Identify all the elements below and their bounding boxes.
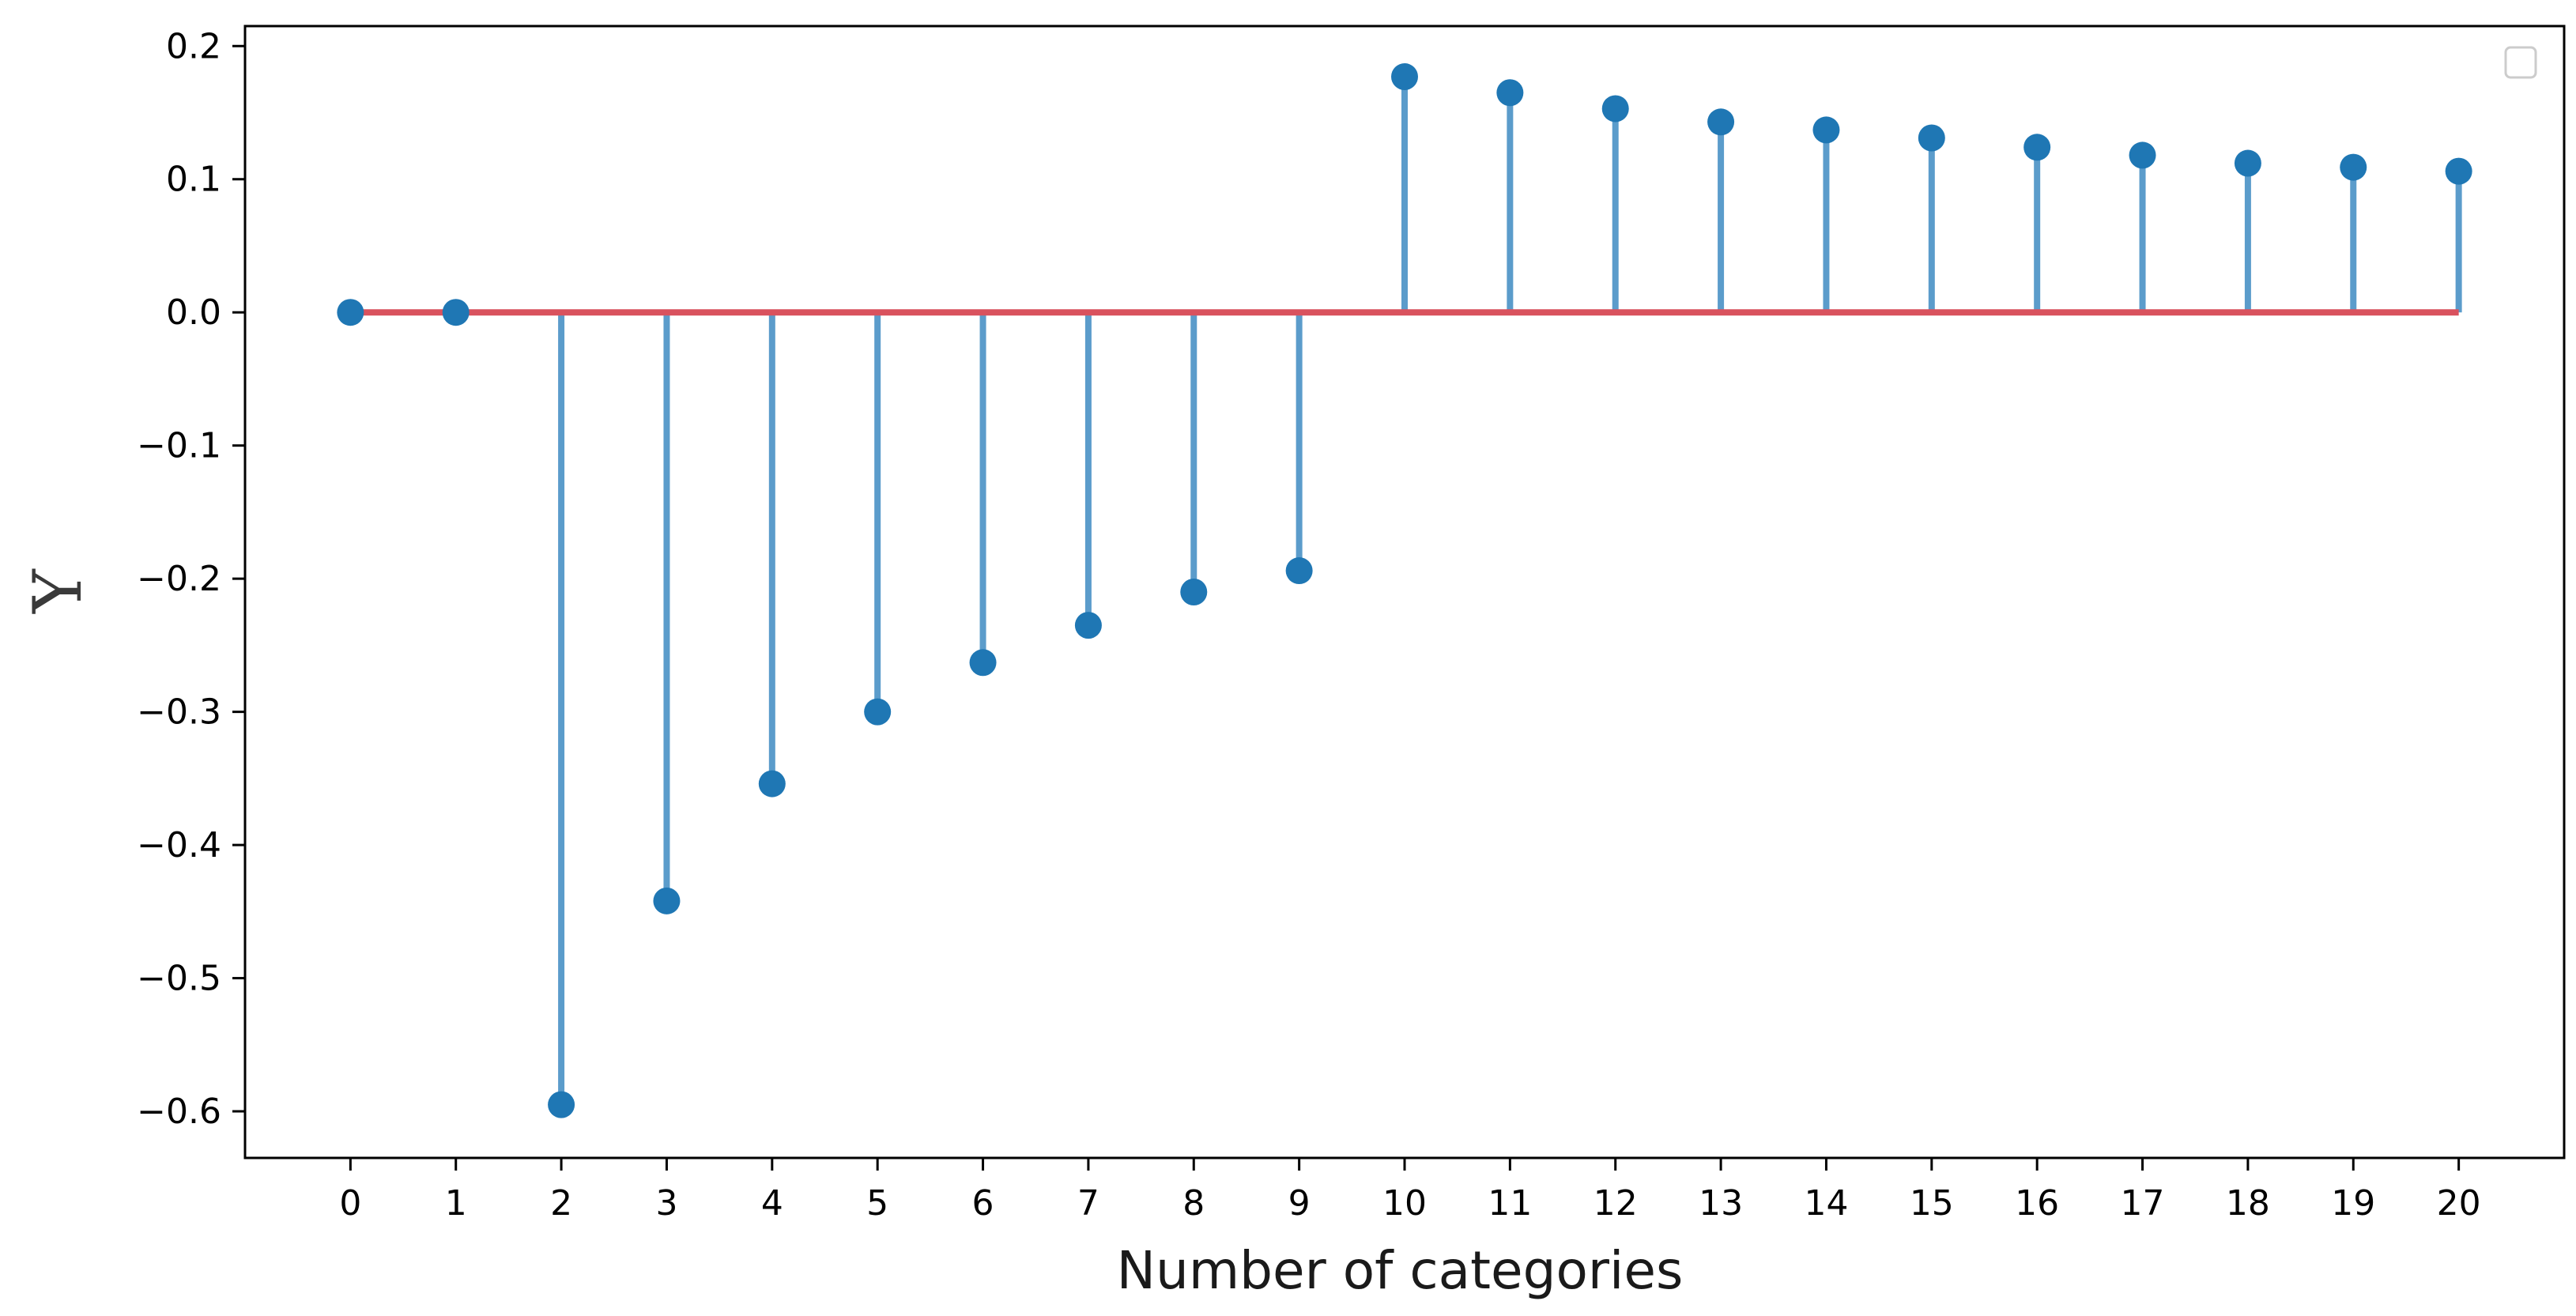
x-tick-label: 19 xyxy=(2331,1183,2375,1224)
stem-marker xyxy=(758,770,786,798)
stem-marker xyxy=(2340,153,2367,181)
x-tick-label: 9 xyxy=(1288,1183,1311,1224)
stem-markers xyxy=(337,63,2472,1118)
stem-marker xyxy=(2023,134,2051,161)
x-tick-label: 5 xyxy=(866,1183,888,1224)
stem-marker xyxy=(337,299,364,326)
y-tick-label: 0.1 xyxy=(166,160,221,200)
x-tick-label: 2 xyxy=(550,1183,572,1224)
y-tick-label: −0.4 xyxy=(137,825,221,865)
stem-marker xyxy=(1707,108,1735,136)
stem-marker xyxy=(1074,612,1102,639)
y-axis-label-box: Υ xyxy=(13,537,115,644)
y-ticks: 0.2 0.1 0.0 −0.1 −0.2 −0.3 −0.4 −0.5 −0.6 xyxy=(137,26,245,1132)
x-tick-label: 3 xyxy=(655,1183,677,1224)
stem-marker xyxy=(653,887,681,914)
x-tick-label: 18 xyxy=(2226,1183,2270,1224)
x-tick-label: 15 xyxy=(1910,1183,1954,1224)
legend-box xyxy=(2504,46,2537,79)
y-tick-label: −0.5 xyxy=(137,959,221,999)
stem-marker xyxy=(1601,95,1629,123)
stem-marker xyxy=(864,698,892,726)
x-tick-label: 7 xyxy=(1077,1183,1099,1224)
stem-marker xyxy=(2129,141,2156,169)
stem-marker xyxy=(1285,557,1313,585)
y-tick-label: −0.6 xyxy=(137,1092,221,1132)
stem-marker xyxy=(1918,124,1945,152)
y-tick-label: −0.2 xyxy=(137,559,221,599)
x-tick-label: 16 xyxy=(2015,1183,2059,1224)
y-tick-label: 0.2 xyxy=(166,26,221,66)
stem-marker xyxy=(1812,116,1840,144)
x-tick-label: 12 xyxy=(1593,1183,1638,1224)
x-ticks: 0 1 2 3 4 5 6 7 8 9 10 11 12 13 14 15 16 17 18 19 20 xyxy=(339,1158,2481,1224)
x-tick-label: 11 xyxy=(1488,1183,1532,1224)
x-tick-label: 4 xyxy=(761,1183,783,1224)
stem-marker xyxy=(1180,579,1208,605)
x-axis-label: Number of categories xyxy=(1117,1240,1684,1301)
stem-marker xyxy=(2445,157,2472,185)
y-tick-label: 0.0 xyxy=(166,292,221,333)
stem-marker xyxy=(442,299,470,326)
x-tick-label: 10 xyxy=(1382,1183,1427,1224)
x-tick-label: 0 xyxy=(339,1183,361,1224)
stem-marker xyxy=(969,649,997,677)
x-tick-label: 1 xyxy=(445,1183,467,1224)
stem-marker xyxy=(1496,79,1524,107)
x-tick-label: 14 xyxy=(1804,1183,1848,1224)
stem-marker xyxy=(1391,63,1418,91)
y-tick-label: −0.3 xyxy=(137,692,221,733)
y-tick-label: −0.1 xyxy=(137,426,221,466)
stem-marker xyxy=(2234,149,2261,177)
stem-marker xyxy=(548,1091,575,1118)
x-tick-label: 6 xyxy=(972,1183,994,1224)
stem-lines xyxy=(558,77,2462,1105)
x-tick-label: 20 xyxy=(2437,1183,2481,1224)
y-axis-label: Υ xyxy=(19,568,96,614)
x-tick-label: 13 xyxy=(1699,1183,1743,1224)
x-tick-label: 17 xyxy=(2121,1183,2165,1224)
x-tick-label: 8 xyxy=(1182,1183,1205,1224)
